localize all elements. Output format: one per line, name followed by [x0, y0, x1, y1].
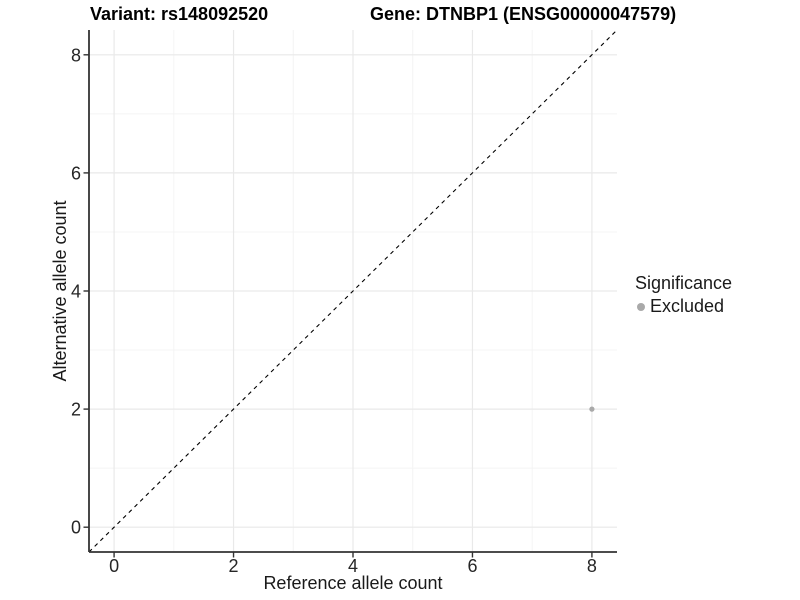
y-tick-label: 4 — [71, 282, 81, 302]
legend-key-dot-icon — [637, 302, 645, 311]
identity-reference-line — [88, 29, 618, 553]
y-tick-label: 0 — [71, 518, 81, 538]
data-point — [589, 406, 595, 412]
plot-title-variant: Variant: rs148092520 — [90, 4, 269, 24]
x-tick-label: 2 — [229, 556, 239, 576]
legend: Significance Excluded — [633, 273, 732, 317]
legend-title: Significance — [635, 273, 733, 293]
plot-title-gene: Gene: DTNBP1 (ENSG00000047579) — [370, 4, 677, 24]
x-tick-label: 0 — [109, 556, 119, 576]
x-tick-label: 6 — [467, 556, 477, 576]
y-tick-label: 2 — [71, 400, 81, 420]
chart-layer: 0 2 4 6 8 0 2 4 6 8 — [71, 29, 618, 576]
y-tick-label: 8 — [71, 45, 81, 65]
x-tick-label: 4 — [348, 556, 358, 576]
x-axis-title: Reference allele count — [263, 573, 442, 593]
legend-entry-excluded: Excluded — [633, 296, 732, 317]
legend-entry-label: Excluded — [650, 296, 725, 316]
x-tick-label: 8 — [587, 556, 597, 576]
y-tick-label: 6 — [71, 163, 81, 183]
y-axis-title: Alternative allele count — [50, 200, 70, 381]
